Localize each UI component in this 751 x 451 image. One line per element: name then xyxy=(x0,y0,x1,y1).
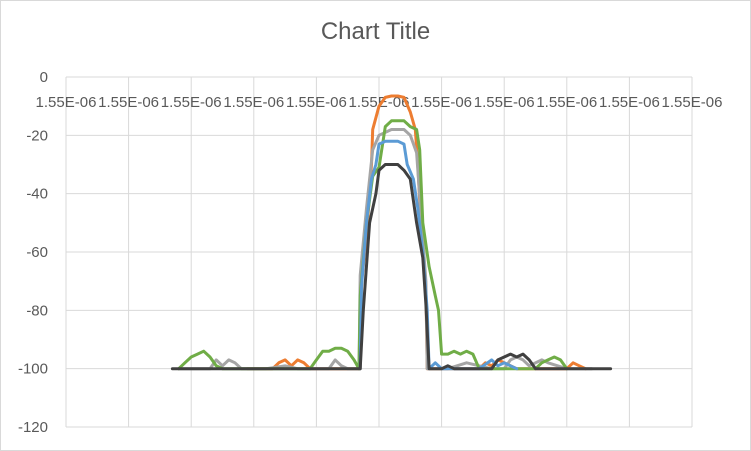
x-tick-label: 1.55E-06 xyxy=(599,94,660,111)
x-tick-label: 1.55E-06 xyxy=(536,94,597,111)
series-line-5 xyxy=(170,163,613,371)
y-tick-label: -100 xyxy=(18,361,48,378)
series-line-1 xyxy=(246,94,588,371)
x-tick-label: 1.55E-06 xyxy=(411,94,472,111)
x-tick-label: 1.55E-06 xyxy=(223,94,284,111)
x-axis-tick-labels: 1.55E-06 1.55E-06 1.55E-06 1.55E-06 1.55E-06… xyxy=(36,94,723,111)
y-tick-label: -20 xyxy=(26,127,48,144)
x-tick-label: 1.55E-06 xyxy=(161,94,222,111)
x-tick-label: 1.55E-06 xyxy=(98,94,159,111)
y-tick-label: -120 xyxy=(18,419,48,436)
series-line-4 xyxy=(358,139,519,371)
x-tick-label: 1.55E-06 xyxy=(662,94,723,111)
series-lines xyxy=(170,94,613,371)
y-tick-label: -80 xyxy=(26,302,48,319)
x-tick-label: 1.55E-06 xyxy=(36,94,97,111)
x-tick-label: 1.55E-06 xyxy=(474,94,535,111)
chart-title: Chart Title xyxy=(320,18,431,45)
x-tick-label: 1.55E-06 xyxy=(286,94,347,111)
gridlines xyxy=(65,76,693,428)
y-tick-label: -40 xyxy=(26,186,48,203)
y-tick-label: 0 xyxy=(40,69,48,86)
y-axis-tick-labels: 0 -20 -40 -60 -80 -100 -120 xyxy=(18,69,48,436)
y-tick-label: -60 xyxy=(26,244,48,261)
x-tick-label: 1.55E-06 xyxy=(349,94,410,111)
